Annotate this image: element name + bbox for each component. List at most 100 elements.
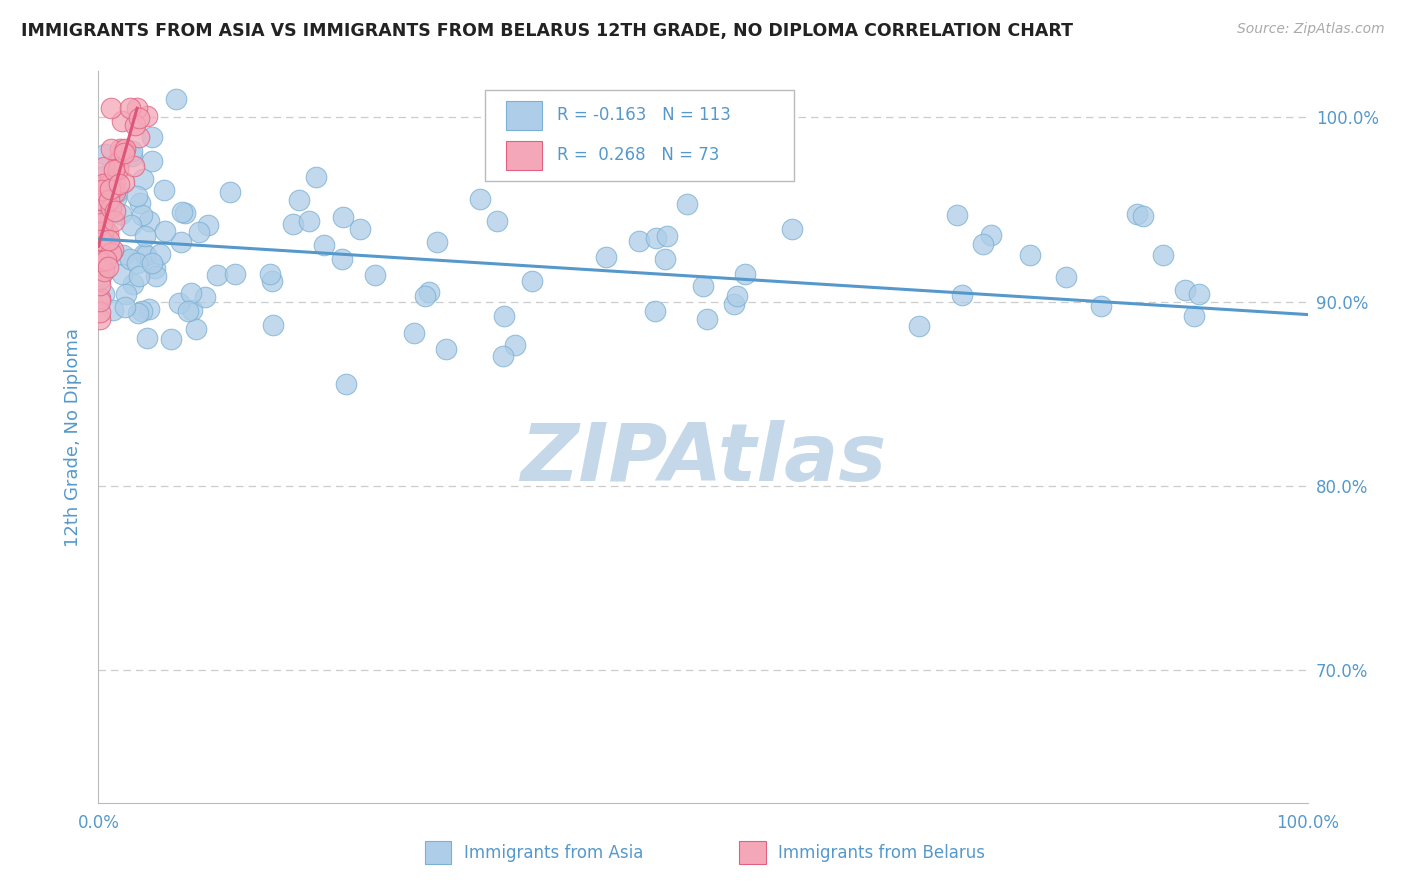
Point [97,178,120,192]
Point [725,289,748,303]
Point [1132,209,1154,223]
Point [503,338,526,352]
Point [143,261,166,276]
Point [89,254,111,268]
Point [127,101,149,115]
Point [91,177,114,191]
Point [90,183,112,197]
Point [93,235,115,250]
Point [125,256,148,270]
Point [104,182,127,196]
Point [129,196,152,211]
Point [89,208,111,222]
Point [111,268,134,282]
Point [908,318,931,333]
Point [330,252,353,266]
Point [93,264,115,278]
Bar [740,841,766,864]
Point [93,261,115,276]
Y-axis label: 12th Grade, No Diploma: 12th Grade, No Diploma [65,327,83,547]
Point [89,272,111,286]
Point [107,186,129,200]
Point [413,289,436,303]
Point [697,141,720,155]
Point [224,268,246,282]
Point [426,235,449,250]
Point [170,205,193,219]
Point [655,229,678,244]
Point [627,235,650,249]
Point [305,170,328,185]
Point [654,252,676,267]
Point [112,146,135,161]
Point [288,193,311,207]
Point [780,221,803,235]
Point [696,311,718,326]
Text: Immigrants from Belarus: Immigrants from Belarus [778,844,986,862]
Point [103,214,125,228]
Point [972,237,994,252]
Point [675,196,697,211]
Point [128,129,150,144]
Point [89,205,111,219]
Point [349,222,371,236]
Point [112,175,135,189]
Point [89,233,111,247]
Point [262,274,284,288]
Point [180,285,202,300]
Point [107,162,129,177]
Point [138,302,160,317]
Point [114,286,136,301]
Point [131,208,153,222]
Point [950,288,973,302]
Point [103,185,125,199]
Point [89,255,111,269]
Point [127,189,149,203]
Point [93,217,115,231]
Point [107,155,129,169]
Point [97,243,120,257]
Point [259,267,281,281]
Point [1174,283,1197,297]
Point [94,225,117,239]
Point [141,129,163,144]
Point [141,256,163,270]
Point [120,101,142,115]
Point [89,238,111,252]
Point [91,216,114,230]
Point [1184,309,1206,323]
Point [112,143,135,157]
Point [100,101,122,115]
Point [134,248,156,262]
Point [522,274,544,288]
Point [104,204,127,219]
Point [128,269,150,284]
Point [91,178,114,193]
Point [160,332,183,346]
Point [93,169,115,183]
Point [167,295,190,310]
Point [93,204,115,219]
Point [1054,269,1077,284]
Point [98,181,121,195]
Point [134,246,156,260]
Point [90,233,112,247]
Point [89,252,111,266]
Point [165,92,187,106]
Point [298,214,321,228]
Text: Source: ZipAtlas.com: Source: ZipAtlas.com [1237,22,1385,37]
Point [173,206,195,220]
Point [94,147,117,161]
Point [108,178,131,192]
Point [177,304,200,318]
Point [114,301,136,315]
Point [262,318,284,333]
Point [101,243,124,257]
Point [93,206,115,220]
Point [107,154,129,169]
Point [692,279,714,293]
Text: IMMIGRANTS FROM ASIA VS IMMIGRANTS FROM BELARUS 12TH GRADE, NO DIPLOMA CORRELATI: IMMIGRANTS FROM ASIA VS IMMIGRANTS FROM … [21,22,1073,40]
Point [98,233,121,247]
Point [114,142,136,156]
Point [121,218,143,232]
